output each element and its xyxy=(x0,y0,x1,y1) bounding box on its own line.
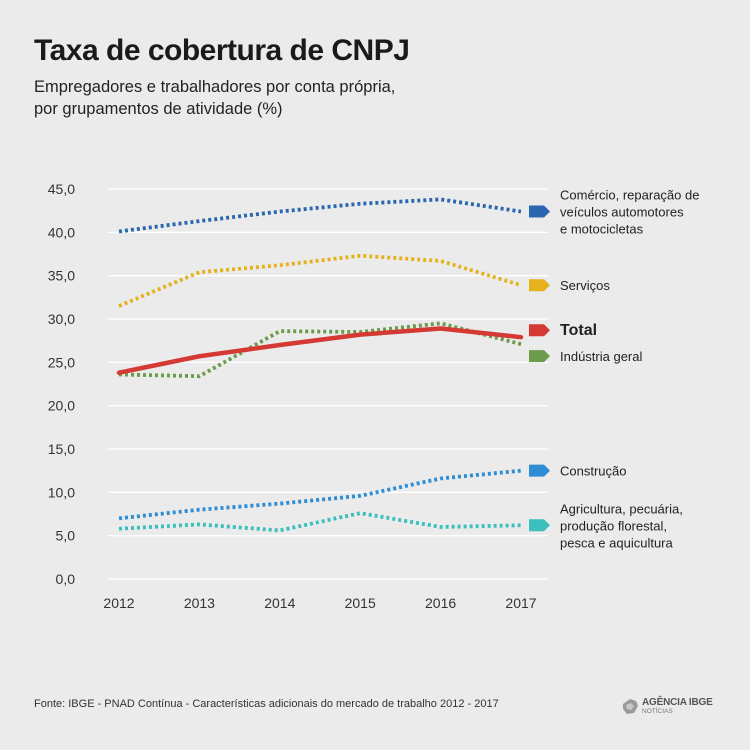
subtitle-line-1: Empregadores e trabalhadores por conta p… xyxy=(34,78,396,96)
legend-label: Serviços xyxy=(560,278,610,293)
series-line-0 xyxy=(118,197,522,234)
x-tick-label: 2014 xyxy=(264,595,295,611)
chart-title: Taxa de cobertura de CNPJ xyxy=(34,34,410,67)
legend-label: Agricultura, pecuária, xyxy=(560,501,683,516)
y-tick-label: 25,0 xyxy=(48,354,75,370)
series-line-4 xyxy=(118,468,522,521)
logo-line-1: AGÊNCIA IBGE xyxy=(642,697,713,708)
legend-label: e motocicletas xyxy=(560,222,644,237)
legend: Comércio, reparação de veículos automotor… xyxy=(529,188,699,550)
chart-subtitle: Empregadores e trabalhadores por conta p… xyxy=(34,76,494,120)
x-tick-label: 2013 xyxy=(184,595,215,611)
y-tick-label: 15,0 xyxy=(48,441,75,457)
y-tick-label: 0,0 xyxy=(56,571,76,587)
logo-line-2: NOTÍCIAS xyxy=(642,708,673,715)
legend-marker xyxy=(529,350,550,363)
y-tick-label: 20,0 xyxy=(48,398,75,414)
y-tick-label: 10,0 xyxy=(48,484,75,500)
y-tick-label: 40,0 xyxy=(48,224,75,240)
series-line-3 xyxy=(118,321,522,379)
legend-marker xyxy=(529,205,550,218)
y-tick-label: 35,0 xyxy=(48,268,75,284)
x-tick-label: 2012 xyxy=(103,595,134,611)
series-line-5 xyxy=(118,511,522,533)
series-line-2 xyxy=(116,326,524,375)
subtitle-line-2: por grupamentos de atividade (%) xyxy=(34,100,283,118)
legend-marker xyxy=(529,279,550,292)
ibge-logo-icon xyxy=(623,699,638,714)
source-note: Fonte: IBGE - PNAD Contínua - Caracterís… xyxy=(34,698,499,710)
legend-label: Total xyxy=(560,322,597,339)
x-axis-ticks: 2012 2013 2014 2015 2016 2017 xyxy=(103,595,536,611)
legend-label: Comércio, reparação de xyxy=(560,188,699,203)
y-tick-label: 30,0 xyxy=(48,311,75,327)
legend-label: produção florestal, xyxy=(560,518,667,533)
x-tick-label: 2016 xyxy=(425,595,456,611)
legend-label: Construção xyxy=(560,464,626,479)
legend-label: Indústria geral xyxy=(560,349,642,364)
agencia-ibge-logo: AGÊNCIA IBGE NOTÍCIAS xyxy=(622,697,713,719)
legend-label: pesca e aquicultura xyxy=(560,535,674,550)
y-tick-label: 45,0 xyxy=(48,181,75,197)
y-axis-ticks: 0,0 5,0 10,0 15,0 20,0 25,0 30,0 35,0 40,0 45,0 xyxy=(48,181,75,587)
x-tick-label: 2015 xyxy=(345,595,376,611)
gridlines xyxy=(108,188,548,580)
y-tick-label: 5,0 xyxy=(56,528,76,544)
x-tick-label: 2017 xyxy=(505,595,536,611)
series-lines xyxy=(116,197,524,533)
legend-marker xyxy=(529,519,550,532)
legend-label: veículos automotores xyxy=(560,205,684,220)
series-line-1 xyxy=(118,253,522,308)
legend-marker xyxy=(529,464,550,477)
legend-marker xyxy=(529,324,550,337)
